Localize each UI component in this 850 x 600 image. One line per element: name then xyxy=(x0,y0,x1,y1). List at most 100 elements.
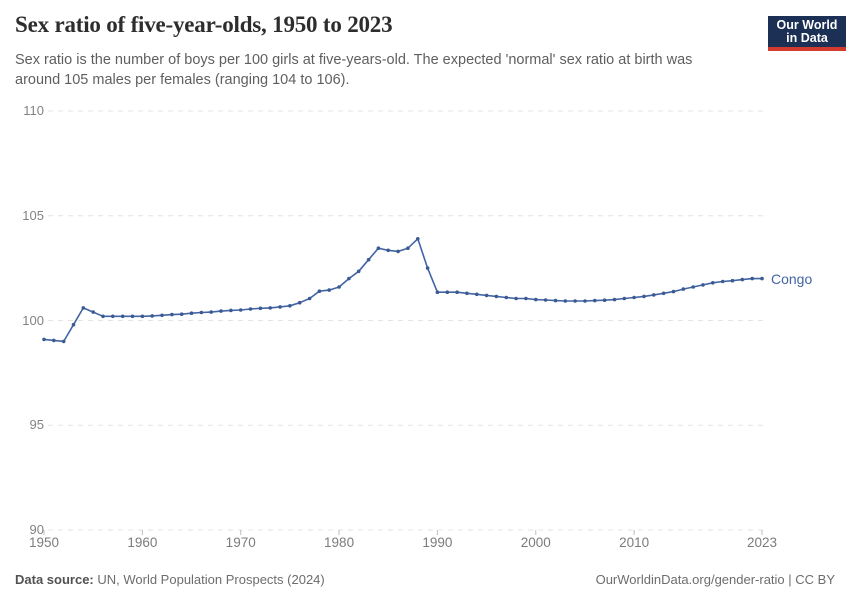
data-point[interactable] xyxy=(179,312,184,317)
data-point[interactable] xyxy=(258,306,263,311)
data-point[interactable] xyxy=(91,310,95,314)
data-point[interactable] xyxy=(494,294,499,299)
y-axis-tick-label: 110 xyxy=(23,103,44,118)
data-point[interactable] xyxy=(465,291,469,296)
data-line-congo[interactable] xyxy=(43,238,763,343)
data-point[interactable] xyxy=(219,309,223,313)
data-point[interactable] xyxy=(189,311,194,316)
x-axis-tick-label: 2010 xyxy=(619,535,650,550)
x-axis-tick-label: 1960 xyxy=(127,535,158,550)
data-point[interactable] xyxy=(101,314,105,319)
x-axis-tick-label: 1950 xyxy=(28,535,60,550)
data-point[interactable] xyxy=(455,290,459,295)
data-point[interactable] xyxy=(671,289,676,294)
y-axis-tick-label: 105 xyxy=(22,207,44,223)
data-point[interactable] xyxy=(81,306,86,310)
data-point[interactable] xyxy=(238,308,243,312)
data-point[interactable] xyxy=(563,299,568,303)
data-point[interactable] xyxy=(297,300,302,305)
data-point[interactable] xyxy=(602,298,607,303)
x-axis-tick-label: 1980 xyxy=(324,535,355,550)
data-point[interactable] xyxy=(425,266,430,270)
data-point[interactable] xyxy=(593,298,597,303)
data-point[interactable] xyxy=(750,276,754,281)
data-point[interactable] xyxy=(170,312,174,317)
data-point[interactable] xyxy=(445,290,450,295)
data-point[interactable] xyxy=(248,307,253,311)
x-axis-tick-label: 2000 xyxy=(520,535,551,550)
data-point[interactable] xyxy=(740,277,745,282)
data-point[interactable] xyxy=(720,279,725,284)
data-point[interactable] xyxy=(504,295,509,300)
y-axis-tick-label: 100 xyxy=(22,312,44,328)
data-point[interactable] xyxy=(435,290,440,295)
data-point[interactable] xyxy=(484,293,489,298)
data-point[interactable] xyxy=(288,304,292,308)
owid-logo-line2: in Data xyxy=(786,31,828,46)
data-point[interactable] xyxy=(268,306,273,310)
data-point[interactable] xyxy=(229,308,233,313)
data-point[interactable] xyxy=(701,283,705,287)
data-point[interactable] xyxy=(71,322,76,327)
chart-subtitle: Sex ratio is the number of boys per 100 … xyxy=(15,52,693,88)
data-point[interactable] xyxy=(691,285,695,289)
x-axis-tick-label: 1990 xyxy=(422,535,453,550)
data-point[interactable] xyxy=(150,314,154,318)
owid-logo[interactable]: Our World in Data xyxy=(768,16,846,52)
data-point[interactable] xyxy=(52,338,56,343)
data-point[interactable] xyxy=(642,294,646,299)
data-point[interactable] xyxy=(199,310,204,315)
data-point[interactable] xyxy=(416,237,420,241)
page-title: Sex ratio of five-year-olds, 1950 to 202… xyxy=(15,12,393,37)
data-point[interactable] xyxy=(396,249,400,254)
data-point[interactable] xyxy=(386,248,391,253)
data-point[interactable] xyxy=(681,287,686,291)
data-source-note: Data source: UN, World Population Prospe… xyxy=(15,572,325,587)
data-point[interactable] xyxy=(366,257,371,262)
data-point[interactable] xyxy=(209,310,213,314)
data-point[interactable] xyxy=(622,296,627,301)
data-point[interactable] xyxy=(61,339,66,344)
data-point[interactable] xyxy=(475,292,479,297)
data-point[interactable] xyxy=(612,297,617,302)
data-point[interactable] xyxy=(376,246,381,250)
data-point[interactable] xyxy=(652,293,656,297)
data-point[interactable] xyxy=(120,314,125,319)
data-point[interactable] xyxy=(317,289,322,294)
data-point[interactable] xyxy=(632,295,636,300)
data-point[interactable] xyxy=(140,314,145,319)
data-point[interactable] xyxy=(534,297,538,302)
data-point[interactable] xyxy=(543,298,548,302)
owid-logo-line1: Our World xyxy=(776,18,838,32)
data-point[interactable] xyxy=(130,314,135,319)
data-source-label: Data source: xyxy=(15,572,94,587)
data-point[interactable] xyxy=(553,298,558,303)
data-point[interactable] xyxy=(356,269,361,274)
x-axis-tick-label: 2023 xyxy=(746,535,778,550)
data-point[interactable] xyxy=(327,288,332,292)
data-point[interactable] xyxy=(730,278,735,283)
data-point[interactable] xyxy=(583,299,587,303)
y-axis-tick-label: 95 xyxy=(29,417,44,433)
data-point[interactable] xyxy=(160,313,164,318)
series-label-congo[interactable]: Congo xyxy=(771,270,813,287)
data-point[interactable] xyxy=(573,299,577,303)
data-point[interactable] xyxy=(524,296,528,301)
y-axis-tick-label: 90 xyxy=(29,522,44,537)
data-point[interactable] xyxy=(42,337,46,342)
chart-footer: Data source: UN, World Population Prospe… xyxy=(15,572,835,587)
data-point[interactable] xyxy=(307,296,312,301)
data-point[interactable] xyxy=(406,246,410,250)
data-point[interactable] xyxy=(337,285,341,289)
data-point[interactable] xyxy=(711,281,715,285)
data-point[interactable] xyxy=(760,276,764,281)
footer-license-link[interactable]: OurWorldinData.org/gender-ratio | CC BY xyxy=(595,572,835,587)
data-point[interactable] xyxy=(514,296,518,301)
data-point[interactable] xyxy=(111,314,115,319)
x-axis-tick-label: 1970 xyxy=(225,535,256,550)
data-point[interactable] xyxy=(278,305,282,309)
data-point[interactable] xyxy=(661,291,666,296)
data-point[interactable] xyxy=(347,276,351,281)
